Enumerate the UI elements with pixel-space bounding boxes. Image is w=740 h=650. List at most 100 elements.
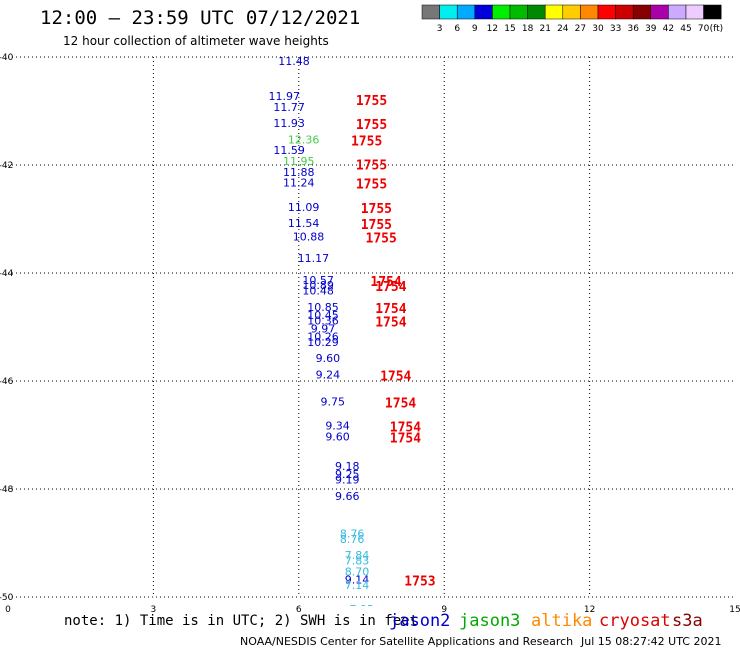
x-tick-label: 15 — [729, 605, 740, 615]
pass-time-label: 1755 — [356, 118, 387, 133]
legend-altika: altika — [531, 611, 592, 631]
scale-label: 27 — [575, 24, 586, 34]
scale-swatch — [580, 4, 599, 20]
swh-value: 8.70 — [345, 565, 370, 578]
x-tick-label: 12 — [584, 605, 595, 615]
swh-value: 10.26 — [307, 331, 339, 344]
scale-label: 21 — [539, 24, 550, 34]
time-labels: 1755175517551755175517551755175517541754… — [351, 94, 436, 590]
swh-value: 10.45 — [307, 309, 339, 322]
y-tick-label: -42 — [0, 161, 13, 171]
scale-swatch — [421, 4, 440, 20]
swh-value: 11.93 — [273, 117, 305, 130]
x-tick-label: 9 — [441, 605, 447, 615]
swh-value: 10.57 — [302, 274, 334, 287]
swh-value: 9.97 — [311, 322, 336, 335]
x-tick-label: 6 — [296, 605, 302, 615]
y-tick-label: -40 — [0, 53, 14, 63]
swh-value: 7.84 — [345, 549, 370, 562]
legend-jason3: jason3 — [459, 611, 520, 631]
pass-time-label: 1754 — [375, 315, 406, 330]
pass-time-label: 1755 — [356, 94, 387, 109]
scale-unit: (ft) — [710, 24, 724, 34]
scale-swatch — [544, 4, 564, 20]
swh-value: 11.54 — [288, 217, 320, 230]
swh-value: 11.77 — [273, 101, 305, 114]
swh-value: 8.76 — [340, 528, 365, 541]
y-tick-label: -46 — [0, 377, 14, 387]
swh-value: 10.48 — [302, 285, 334, 298]
swh-value: 7.83 — [345, 555, 370, 568]
y-tick-label: -48 — [0, 485, 14, 495]
scale-swatch — [615, 4, 634, 20]
scale-swatch — [632, 4, 652, 20]
scale-label: 70 — [698, 24, 710, 34]
swh-value: 11.88 — [283, 166, 315, 179]
footer-credit: NOAA/NESDIS Center for Satellite Applica… — [240, 635, 573, 648]
swh-value: 9.66 — [335, 490, 360, 503]
swh-value: 11.09 — [288, 201, 320, 214]
scale-swatch — [650, 4, 669, 20]
x-tick-label: 0 — [5, 605, 11, 615]
swh-value: 9.18 — [335, 460, 360, 473]
swh-value: 11.97 — [269, 90, 301, 103]
swh-value: 10.29 — [307, 336, 339, 349]
scale-label: 39 — [645, 24, 657, 34]
chart-subtitle: 12 hour collection of altimeter wave hei… — [63, 34, 329, 48]
pass-time-label: 1754 — [390, 431, 421, 446]
scale-label: 9 — [472, 24, 478, 34]
swh-value: 9.14 — [345, 574, 370, 587]
pass-time-label: 1755 — [361, 218, 392, 233]
swh-value: 9.19 — [335, 474, 360, 487]
scale-swatch — [685, 4, 704, 20]
scale-label: 18 — [522, 24, 534, 34]
swh-value: 9.75 — [320, 395, 345, 408]
scale-swatch — [562, 4, 581, 20]
scale-label: 24 — [557, 24, 569, 34]
scale-swatch — [527, 4, 546, 20]
swh-value: 10.85 — [307, 301, 339, 314]
footer-timestamp: Jul 15 08:27:42 UTC 2021 — [580, 635, 721, 648]
swh-value: 11.59 — [273, 144, 305, 157]
scale-swatch — [474, 4, 493, 20]
pass-time-label: 1754 — [380, 369, 411, 384]
scale-swatch — [439, 4, 458, 20]
pass-time-label: 1755 — [351, 134, 382, 149]
swh-value: 7.14 — [345, 579, 370, 592]
pass-time-label: 1755 — [356, 159, 387, 174]
swh-value: 7.93 — [350, 603, 375, 616]
chart-title: 12:00 — 23:59 UTC 07/12/2021 — [40, 7, 360, 29]
swh-value: 9.24 — [316, 368, 341, 381]
scale-label: 15 — [504, 24, 515, 34]
pass-time-label: 1755 — [356, 178, 387, 193]
scale-label: 45 — [680, 24, 691, 34]
legend-cryosat: cryosat — [599, 611, 671, 631]
note-text: note: 1) Time is in UTC; 2) SWH is in fe… — [64, 613, 418, 629]
swh-value: 10.88 — [293, 231, 325, 244]
pass-time-label: 1754 — [385, 396, 416, 411]
scale-swatch — [668, 4, 687, 20]
swh-value: 9.25 — [335, 468, 360, 481]
swh-value: 10.36 — [307, 314, 339, 327]
y-tick-label: -44 — [0, 269, 14, 279]
swh-value: 11.48 — [278, 55, 310, 68]
scale-label: 42 — [663, 24, 674, 34]
swh-value: 11.95 — [283, 155, 315, 168]
swh-value: 12.36 — [288, 133, 320, 146]
satellite-legend: jason2 jason3 altika cryosat s3a — [389, 611, 703, 631]
scale-swatch — [509, 4, 528, 20]
y-tick-labels: -40 -42 -44 -46 -48 -50 — [0, 53, 14, 603]
color-scale-bar: 3 6 9 12 15 18 21 24 27 30 33 36 39 42 45 70 (ft) — [421, 4, 724, 34]
scale-swatch — [492, 4, 511, 20]
scale-label: 33 — [610, 24, 621, 34]
pass-time-label: 1755 — [366, 232, 397, 247]
y-tick-label: -50 — [0, 593, 14, 603]
legend-s3a: s3a — [672, 611, 703, 631]
scale-swatch — [456, 4, 476, 20]
swh-value: 9.60 — [325, 430, 350, 443]
swh-value: 9.60 — [316, 352, 341, 365]
pass-time-label: 1754 — [375, 280, 406, 295]
pass-time-label: 1754 — [375, 302, 406, 317]
